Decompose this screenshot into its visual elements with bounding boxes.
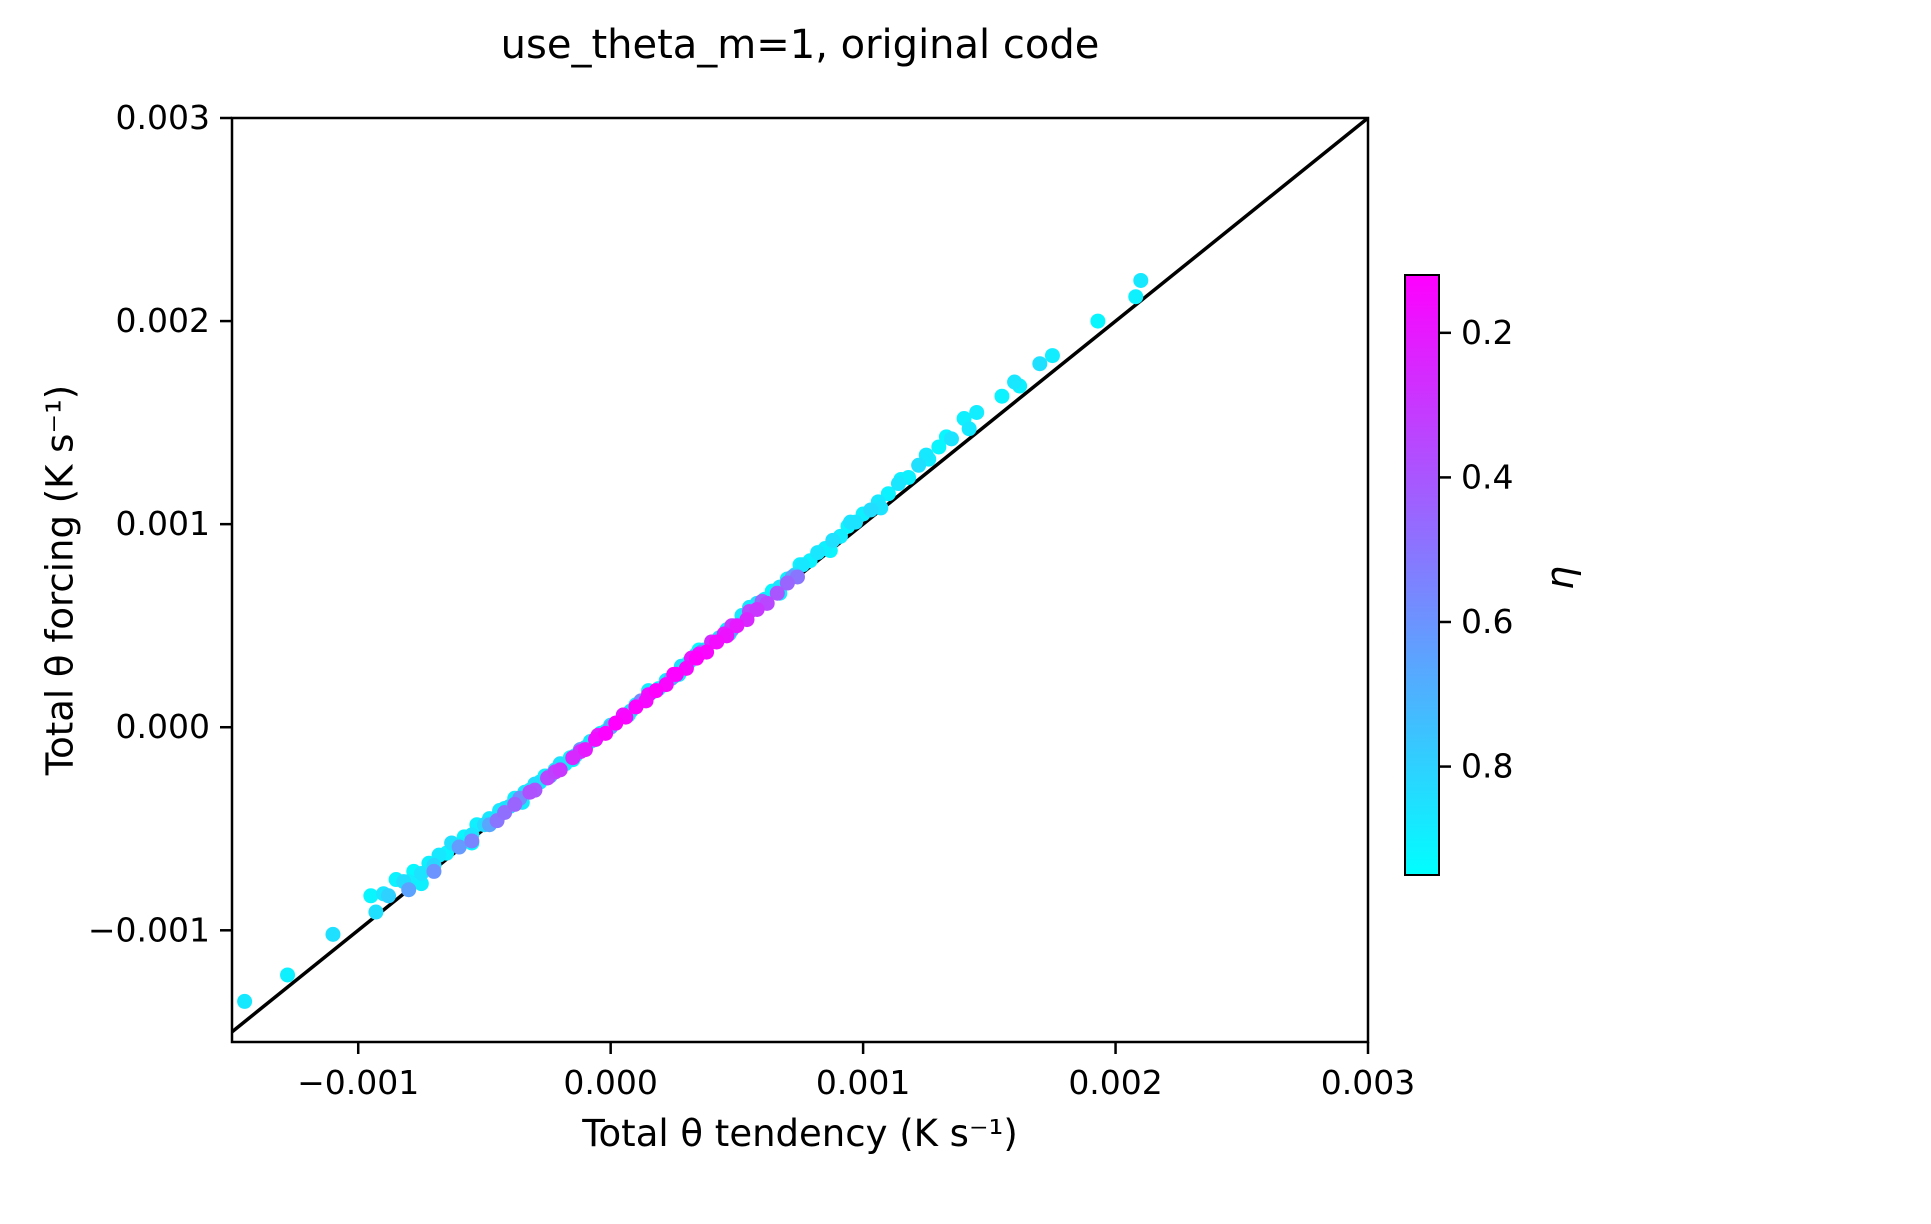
data-point bbox=[598, 725, 614, 741]
colorbar-tick-label: 0.2 bbox=[1461, 313, 1513, 352]
data-point bbox=[565, 750, 581, 766]
data-point bbox=[969, 404, 985, 420]
y-axis-ticks: −0.001 0.000 0.001 0.002 0.003 bbox=[88, 98, 232, 949]
x-tick-label: 0.003 bbox=[1321, 1063, 1415, 1102]
data-point bbox=[280, 967, 296, 983]
data-point bbox=[648, 683, 664, 699]
data-point bbox=[363, 888, 379, 904]
data-point bbox=[464, 833, 480, 849]
y-tick-label: −0.001 bbox=[88, 910, 210, 949]
data-point bbox=[522, 784, 538, 800]
y-tick-label: 0.001 bbox=[116, 504, 210, 543]
data-point bbox=[688, 650, 704, 666]
data-point bbox=[911, 457, 927, 473]
data-point bbox=[325, 926, 341, 942]
data-point bbox=[507, 796, 523, 812]
y-axis-label: Total θ forcing (K s⁻¹) bbox=[38, 384, 82, 776]
data-point bbox=[401, 882, 417, 898]
colorbar: 0.2 0.4 0.6 0.8 bbox=[1404, 274, 1513, 876]
data-point bbox=[668, 666, 684, 682]
data-point bbox=[779, 575, 795, 591]
y-tick-label: 0.000 bbox=[116, 707, 210, 746]
scatter-points bbox=[237, 272, 1149, 1009]
colorbar-label: η bbox=[1538, 565, 1582, 591]
data-point bbox=[880, 486, 896, 502]
data-point bbox=[1032, 356, 1048, 372]
data-point bbox=[810, 545, 826, 561]
data-point bbox=[237, 993, 253, 1009]
x-axis-label: Total θ tendency (K s⁻¹) bbox=[582, 1112, 1018, 1155]
data-point bbox=[1090, 313, 1106, 329]
chart-title: use_theta_m=1, original code bbox=[500, 22, 1100, 68]
x-tick-label: 0.002 bbox=[1068, 1063, 1162, 1102]
colorbar-gradient bbox=[1404, 274, 1440, 876]
data-point bbox=[709, 634, 725, 650]
y-tick-label: 0.003 bbox=[116, 98, 210, 137]
x-tick-label: 0.001 bbox=[816, 1063, 910, 1102]
data-point bbox=[497, 805, 513, 821]
data-point bbox=[825, 532, 841, 548]
data-point bbox=[381, 888, 397, 904]
x-tick-label: −0.001 bbox=[297, 1063, 419, 1102]
x-axis-ticks: −0.001 0.000 0.001 0.002 0.003 bbox=[297, 1042, 1415, 1102]
data-point bbox=[413, 865, 429, 881]
data-point bbox=[943, 431, 959, 447]
data-point bbox=[994, 388, 1010, 404]
data-point bbox=[1133, 272, 1149, 288]
x-tick-label: 0.000 bbox=[563, 1063, 657, 1102]
data-point bbox=[1007, 374, 1023, 390]
data-point bbox=[890, 476, 906, 492]
data-point bbox=[1128, 289, 1144, 305]
data-point bbox=[729, 618, 745, 634]
data-point bbox=[961, 421, 977, 437]
data-point bbox=[608, 715, 624, 731]
colorbar-tick-label: 0.8 bbox=[1461, 747, 1513, 786]
data-point bbox=[577, 742, 593, 758]
colorbar-tick-label: 0.6 bbox=[1461, 602, 1513, 641]
data-point bbox=[552, 762, 568, 778]
data-point bbox=[368, 904, 384, 920]
data-point bbox=[1044, 348, 1060, 364]
data-point bbox=[842, 514, 858, 530]
data-point bbox=[749, 601, 765, 617]
y-tick-label: 0.002 bbox=[116, 301, 210, 340]
data-point bbox=[863, 502, 879, 518]
data-point bbox=[769, 585, 785, 601]
colorbar-tick-label: 0.4 bbox=[1461, 457, 1513, 496]
data-point bbox=[426, 863, 442, 879]
data-point bbox=[451, 839, 467, 855]
plot-border bbox=[230, 116, 1370, 1044]
data-point bbox=[628, 699, 644, 715]
